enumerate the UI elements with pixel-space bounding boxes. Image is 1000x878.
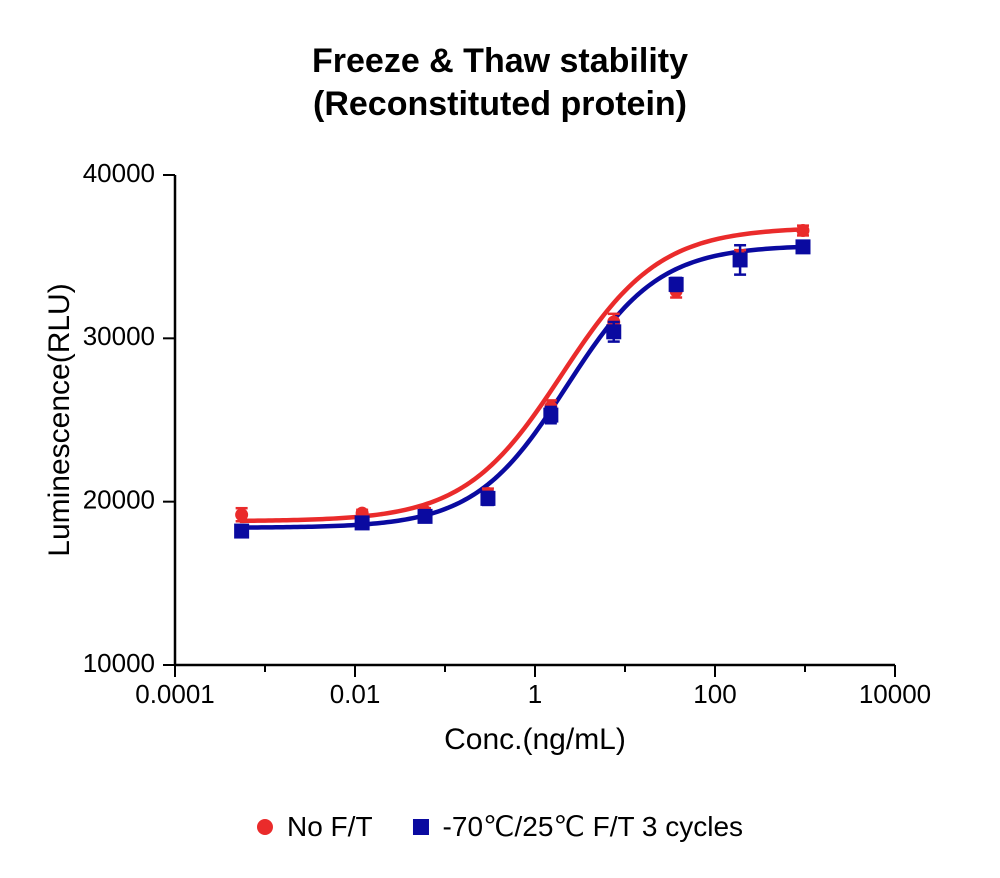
legend-item: No F/T [257, 811, 373, 843]
y-axis-label-text: Luminescence(RLU) [43, 283, 76, 556]
y-axis-label: Luminescence(RLU) [43, 283, 77, 556]
y-tick-label: 20000 [83, 485, 155, 515]
y-tick-label: 30000 [83, 321, 155, 351]
data-point [543, 408, 558, 423]
legend-item: -70℃/25℃ F/T 3 cycles [413, 810, 743, 843]
data-point [234, 524, 249, 539]
series-curve [240, 229, 805, 521]
x-tick-label: 0.0001 [135, 679, 215, 709]
data-point [795, 239, 810, 254]
legend: No F/T -70℃/25℃ F/T 3 cycles [257, 810, 743, 843]
data-point [355, 515, 370, 530]
chart-container: Freeze & Thaw stability (Reconstituted p… [0, 0, 1000, 878]
x-axis-label-text: Conc.(ng/mL) [444, 723, 626, 756]
data-point [669, 277, 684, 292]
x-tick-label: 1 [528, 679, 542, 709]
data-point [606, 324, 621, 339]
y-tick-label: 40000 [83, 158, 155, 188]
legend-label: No F/T [287, 811, 373, 843]
data-point [235, 508, 248, 521]
square-marker-icon [413, 819, 429, 835]
legend-label: -70℃/25℃ F/T 3 cycles [443, 810, 743, 843]
circle-marker-icon [257, 819, 273, 835]
y-tick-label: 10000 [83, 648, 155, 678]
series-curve [240, 247, 805, 528]
x-tick-label: 0.01 [330, 679, 381, 709]
data-point [796, 224, 809, 237]
data-point [480, 491, 495, 506]
x-axis-label: Conc.(ng/mL) [444, 723, 626, 757]
x-tick-label: 100 [693, 679, 736, 709]
data-point [418, 509, 433, 524]
data-point [733, 252, 748, 267]
x-tick-label: 10000 [859, 679, 931, 709]
